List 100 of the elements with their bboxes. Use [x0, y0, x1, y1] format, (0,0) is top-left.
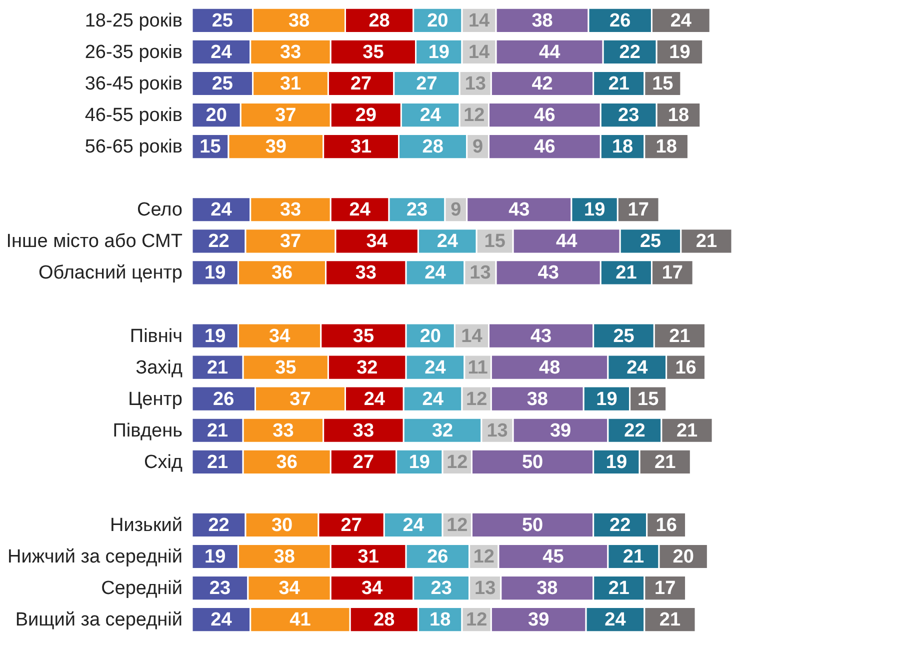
- data-label: 24: [349, 200, 371, 221]
- data-label: 33: [280, 42, 302, 63]
- data-label: 20: [206, 105, 227, 126]
- data-label: 31: [350, 136, 372, 158]
- data-label: 24: [670, 10, 692, 32]
- data-label: 21: [696, 231, 718, 252]
- data-label: 24: [424, 262, 446, 284]
- data-label: 34: [361, 578, 383, 600]
- data-label: 32: [356, 357, 378, 378]
- data-label: 24: [424, 357, 446, 378]
- data-label: 19: [596, 388, 618, 410]
- data-label: 43: [530, 326, 552, 347]
- y-tick-label: 36-45 років: [84, 74, 182, 95]
- data-label: 16: [675, 357, 696, 378]
- data-label: 25: [212, 74, 234, 95]
- data-label: 23: [406, 200, 428, 221]
- data-label: 19: [204, 262, 226, 284]
- data-label: 15: [638, 388, 660, 410]
- y-tick-label: Схід: [144, 452, 182, 473]
- data-label: 9: [450, 200, 462, 221]
- data-label: 41: [290, 610, 312, 631]
- data-label: 44: [556, 231, 578, 252]
- data-label: 17: [628, 200, 649, 221]
- data-label: 13: [474, 578, 496, 600]
- data-label: 12: [446, 514, 468, 536]
- data-label: 17: [662, 262, 683, 284]
- data-label: 24: [210, 610, 232, 631]
- data-label: 24: [626, 357, 648, 378]
- data-label: 21: [206, 452, 229, 473]
- data-label: 22: [610, 514, 631, 536]
- data-label: 44: [538, 42, 561, 63]
- data-label: 45: [542, 546, 564, 568]
- data-label: 19: [584, 200, 606, 221]
- data-label: 16: [656, 514, 677, 536]
- data-label: 9: [472, 136, 484, 158]
- y-tick-label: Село: [136, 200, 182, 221]
- y-tick-label: 26-35 років: [84, 42, 182, 63]
- data-label: 12: [466, 610, 488, 631]
- data-label: 35: [275, 357, 297, 378]
- data-label: 43: [508, 200, 530, 221]
- data-label: 24: [436, 231, 458, 252]
- y-tick-label: Нижчий за середній: [8, 546, 182, 568]
- data-label: 46: [534, 136, 556, 158]
- y-tick-label: Середній: [101, 578, 182, 600]
- data-label: 12: [473, 546, 494, 568]
- data-label: 50: [522, 514, 544, 536]
- data-label: 21: [654, 452, 676, 473]
- data-label: 17: [654, 578, 676, 600]
- data-label: 14: [461, 326, 483, 347]
- data-label: 19: [204, 326, 226, 347]
- data-label: 48: [538, 357, 560, 378]
- data-label: 18: [668, 105, 690, 126]
- data-label: 39: [265, 136, 286, 158]
- data-label: 15: [652, 74, 674, 95]
- data-label: 21: [608, 578, 630, 600]
- data-label: 24: [210, 200, 232, 221]
- y-tick-label: 46-55 років: [84, 105, 182, 126]
- y-tick-label: Інше місто або СМТ: [6, 231, 183, 252]
- data-label: 37: [290, 388, 311, 410]
- data-label: 38: [536, 578, 558, 600]
- y-tick-label: Північ: [130, 326, 182, 347]
- data-label: 23: [209, 578, 231, 600]
- y-tick-label: Низький: [110, 514, 182, 536]
- data-label: 42: [532, 74, 553, 95]
- data-label: 25: [212, 10, 234, 32]
- data-label: 43: [538, 262, 559, 284]
- data-label: 24: [364, 388, 386, 410]
- data-label: 28: [374, 610, 395, 631]
- data-label: 36: [276, 452, 298, 473]
- data-label: 35: [352, 326, 374, 347]
- data-label: 13: [470, 262, 491, 284]
- data-label: 28: [422, 136, 444, 158]
- data-label: 18: [656, 136, 677, 158]
- data-label: 19: [606, 452, 628, 473]
- data-label: 11: [468, 357, 488, 378]
- data-label: 26: [213, 388, 234, 410]
- data-label: 25: [613, 326, 635, 347]
- data-label: 22: [208, 231, 230, 252]
- data-label: 31: [280, 74, 302, 95]
- data-label: 32: [432, 420, 454, 442]
- data-label: 33: [280, 200, 302, 221]
- data-label: 21: [616, 262, 638, 284]
- data-label: 27: [350, 74, 372, 95]
- data-label: 15: [484, 231, 506, 252]
- data-label: 27: [416, 74, 438, 95]
- data-label: 29: [355, 105, 376, 126]
- data-label: 39: [528, 610, 550, 631]
- data-label: 39: [550, 420, 572, 442]
- data-label: 12: [446, 452, 468, 473]
- data-label: 28: [368, 10, 390, 32]
- data-label: 24: [604, 610, 626, 631]
- data-label: 26: [610, 10, 631, 32]
- y-tick-label: Вищий за середній: [15, 610, 182, 631]
- data-label: 21: [669, 326, 691, 347]
- data-label: 19: [669, 42, 690, 63]
- data-label: 18: [430, 610, 451, 631]
- data-label: 12: [464, 105, 485, 126]
- data-label: 22: [619, 42, 640, 63]
- data-label: 37: [275, 105, 296, 126]
- data-label: 21: [206, 357, 229, 378]
